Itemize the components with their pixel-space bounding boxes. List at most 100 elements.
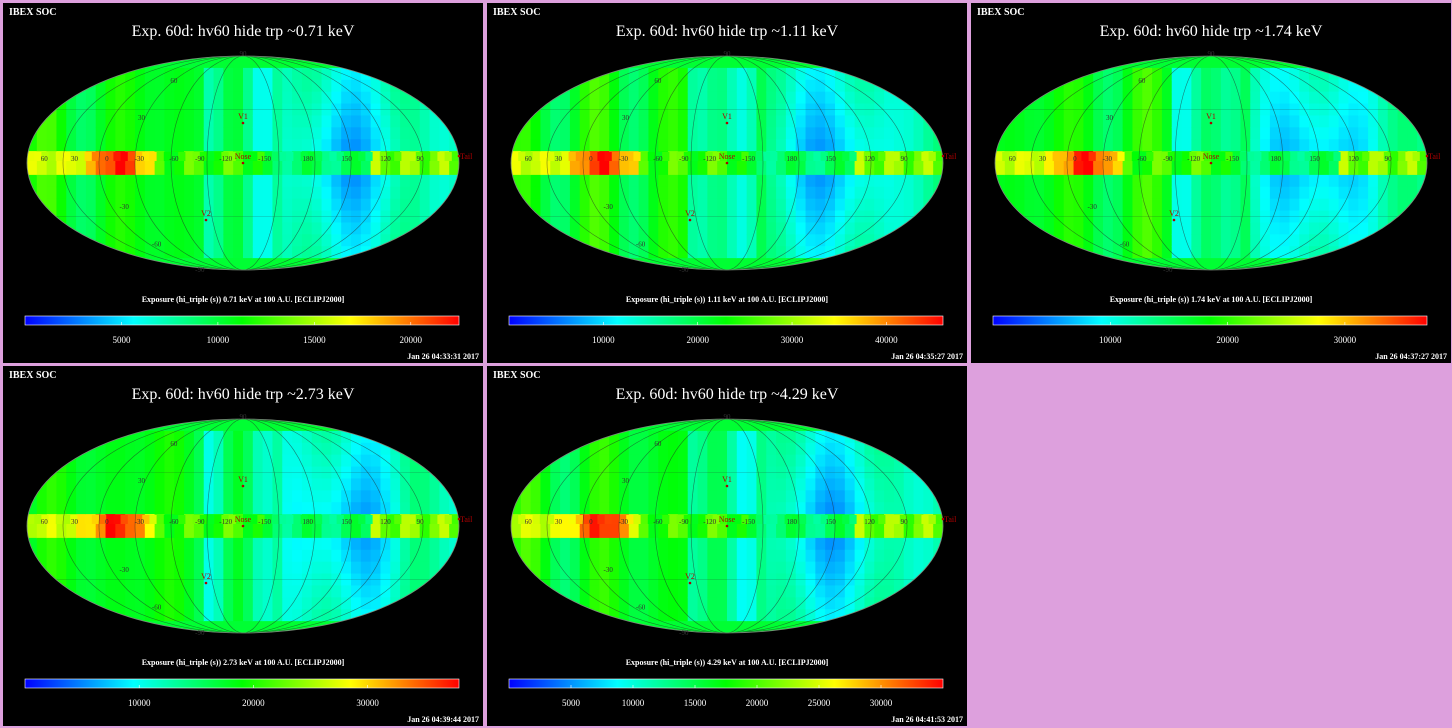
band-cell — [1124, 152, 1133, 161]
map-cell — [756, 222, 767, 235]
map-cell — [360, 502, 372, 515]
map-cell — [756, 210, 767, 224]
map-cell — [301, 56, 313, 69]
map-cell — [520, 163, 532, 176]
map-cell — [727, 246, 738, 259]
map-cell — [223, 163, 234, 176]
map-cell — [1328, 127, 1340, 140]
map-cell — [1269, 127, 1281, 140]
map-cell — [390, 163, 401, 176]
map-cell — [154, 67, 166, 81]
map-cell — [1417, 103, 1427, 117]
map-cell — [419, 478, 431, 491]
map-cell — [815, 478, 826, 491]
map-cell — [56, 246, 67, 259]
map-cell — [511, 139, 522, 152]
map-cell — [1397, 115, 1408, 128]
band-cell — [358, 152, 366, 161]
map-cell — [390, 454, 401, 468]
map-cell — [27, 561, 38, 575]
map-cell — [66, 430, 77, 444]
map-cell — [341, 430, 352, 444]
band-cell — [307, 515, 316, 524]
map-cell — [252, 222, 264, 235]
map-cell — [184, 502, 195, 515]
map-cell — [923, 466, 934, 480]
map-cell — [1260, 103, 1271, 117]
map-cell — [292, 127, 303, 140]
meridian-line — [1030, 56, 1392, 270]
map-cell — [272, 174, 283, 188]
band-cell — [1340, 152, 1349, 161]
map-cell — [439, 198, 450, 212]
map-cell — [360, 115, 372, 128]
band-cell — [214, 152, 222, 161]
map-cell — [409, 466, 421, 480]
band-cell — [1175, 152, 1183, 161]
map-cell — [76, 91, 87, 105]
band-cell — [842, 152, 850, 161]
map-cell — [1112, 127, 1124, 140]
map-cell — [923, 419, 934, 432]
meridian-label: 90 — [1385, 155, 1393, 163]
map-cell — [27, 163, 38, 176]
map-cell — [1103, 79, 1114, 93]
map-cell — [1230, 222, 1242, 235]
band-cell — [379, 152, 388, 161]
map-cell — [736, 419, 748, 432]
map-cell — [619, 419, 630, 432]
colorbar-ticks: 10000 20000 30000 40000 — [487, 335, 967, 347]
band-cell — [619, 515, 627, 524]
map-cell — [609, 526, 620, 539]
map-cell — [282, 442, 293, 456]
map-cell — [560, 115, 571, 128]
map-cell — [1053, 198, 1065, 212]
map-cell — [56, 609, 67, 622]
map-cell — [351, 56, 362, 69]
band-cell — [1103, 152, 1111, 161]
map-cell — [380, 246, 391, 259]
band-cell — [1009, 152, 1018, 161]
map-cell — [540, 210, 551, 224]
map-cell — [95, 222, 107, 235]
map-cell — [1211, 174, 1222, 188]
map-cell — [1201, 222, 1212, 235]
meridian-label: -60 — [169, 155, 179, 163]
map-cell — [262, 597, 274, 610]
map-cell — [85, 163, 97, 176]
map-cell — [1260, 198, 1271, 212]
map-cell — [321, 609, 332, 622]
map-cell — [1309, 103, 1320, 117]
map-cell — [913, 430, 924, 444]
map-cell — [707, 419, 718, 432]
map-cell — [903, 526, 915, 539]
map-cell — [311, 478, 323, 491]
band-cell — [127, 152, 136, 161]
map-cell — [321, 222, 332, 235]
map-cell — [520, 79, 532, 93]
map-cell — [95, 490, 107, 503]
map-cell — [1073, 163, 1084, 176]
map-cell — [766, 56, 777, 69]
map-cell — [776, 91, 787, 105]
map-cell — [66, 222, 77, 235]
map-cell — [1289, 67, 1300, 81]
map-cell — [341, 234, 352, 247]
map-cell — [1063, 222, 1075, 235]
map-cell — [400, 561, 411, 575]
map-cell — [272, 466, 283, 480]
map-cell — [844, 174, 856, 188]
map-cell — [913, 597, 924, 610]
map-cell — [599, 549, 610, 563]
band-cell — [928, 152, 937, 161]
map-cell — [825, 186, 836, 200]
map-cell — [825, 258, 836, 270]
map-cell — [893, 442, 905, 456]
map-cell — [785, 442, 797, 456]
map-cell — [697, 526, 708, 539]
map-cell — [933, 234, 943, 247]
map-cell — [56, 502, 67, 515]
map-cell — [184, 210, 195, 224]
map-cell — [668, 478, 679, 491]
meridian-label: 90 — [417, 155, 425, 163]
